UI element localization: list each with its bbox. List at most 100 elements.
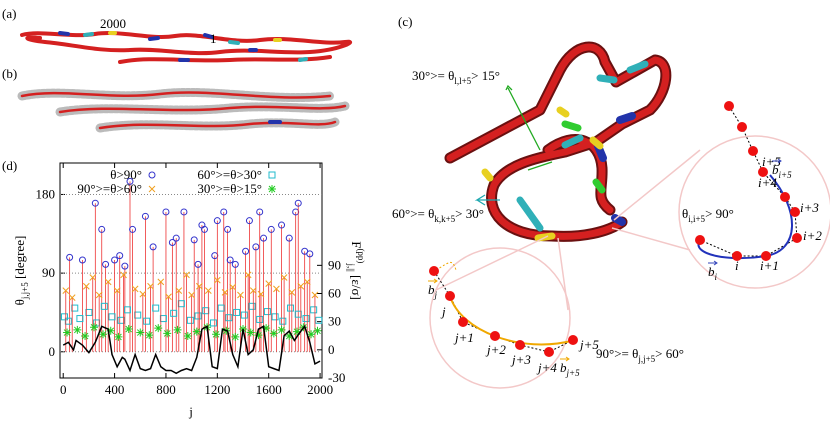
point — [129, 225, 137, 233]
y-tick-label: 180 — [36, 186, 56, 201]
point — [64, 317, 72, 325]
point — [172, 234, 180, 242]
point — [311, 291, 319, 299]
point — [297, 282, 305, 290]
point — [190, 236, 198, 244]
point — [131, 285, 139, 293]
point — [254, 331, 263, 340]
panel-label: (a) — [2, 6, 16, 21]
point — [73, 325, 82, 334]
bead-label: j+3 — [510, 352, 531, 367]
point — [265, 280, 273, 287]
bead-label: j — [440, 304, 446, 319]
text-part: [degree] — [12, 236, 27, 283]
point — [63, 328, 72, 337]
point — [111, 256, 119, 264]
point — [285, 234, 293, 242]
text-part: > 30° — [455, 206, 484, 221]
text-part: i — [715, 272, 718, 282]
text-part: > 90° — [705, 206, 734, 221]
point — [66, 253, 74, 261]
x-axis-label: j — [188, 404, 193, 419]
x-tick-label: 1200 — [204, 382, 230, 397]
point — [78, 256, 86, 264]
point — [288, 288, 296, 296]
vector-arrow — [428, 278, 438, 284]
point — [62, 287, 70, 294]
point — [229, 283, 237, 291]
legend-marker — [148, 171, 156, 179]
point — [245, 217, 253, 225]
point — [95, 291, 103, 299]
annotation-arrows — [474, 84, 553, 206]
text-part: (pp) — [356, 248, 366, 263]
point — [82, 282, 90, 290]
point — [224, 225, 232, 233]
text-part: 60°>= θ — [392, 206, 434, 221]
point — [162, 208, 170, 216]
point — [163, 329, 172, 338]
text-part: b — [772, 162, 779, 177]
text-part: > 15° — [471, 68, 500, 83]
y-tick-label: 0 — [49, 344, 56, 359]
point — [104, 278, 112, 286]
text-part: j+5 — [566, 368, 581, 378]
annotation: θi,i+5> 90° — [682, 206, 734, 224]
annotation: 60°>= θk,k+5> 30° — [392, 206, 484, 224]
text-part: θ — [12, 299, 27, 305]
point — [89, 274, 97, 281]
point — [100, 302, 108, 310]
point — [256, 315, 264, 323]
annotation: 90°>= θj,j+5> 60° — [596, 346, 684, 364]
x-tick-label: 400 — [105, 382, 125, 397]
point — [306, 250, 314, 258]
text-part: j,|| — [346, 262, 356, 272]
point — [278, 221, 286, 229]
text-part: b — [708, 264, 715, 279]
point — [249, 287, 257, 294]
panel-label: (c) — [398, 14, 412, 29]
bead-label: j+1 — [453, 330, 474, 345]
bead-label: i+3 — [800, 200, 819, 215]
point — [183, 271, 190, 279]
plot-frame — [59, 162, 323, 379]
point — [90, 323, 99, 332]
text-part: b — [560, 360, 567, 375]
bead-label: j+5 — [578, 337, 599, 352]
line — [62, 324, 321, 375]
text-part: i+5 — [779, 170, 793, 180]
bead-label: i+2 — [803, 228, 822, 243]
point — [121, 262, 129, 270]
point — [202, 307, 210, 315]
point — [292, 208, 300, 216]
point — [212, 330, 221, 339]
point — [217, 304, 225, 312]
text-part: l,l+5 — [454, 76, 471, 86]
bead-chain-j — [429, 262, 578, 357]
legend-marker — [268, 171, 276, 179]
vector-arrow — [772, 158, 782, 164]
point — [157, 278, 165, 286]
bead-label: i+5 — [762, 154, 781, 169]
point — [136, 328, 145, 337]
point — [192, 327, 201, 336]
point — [273, 285, 280, 293]
point — [154, 324, 163, 333]
point — [123, 306, 131, 314]
bead-label: i+4 — [758, 175, 777, 190]
legend-marker — [148, 185, 156, 193]
vector-arrow — [708, 260, 718, 266]
point — [173, 325, 182, 334]
point — [213, 217, 221, 225]
point — [257, 290, 265, 298]
y2-tick-label: 30 — [328, 314, 341, 329]
point — [310, 306, 318, 314]
y2-tick-label: 0 — [328, 342, 335, 357]
point — [102, 260, 110, 268]
point — [114, 332, 123, 341]
bead-label: i — [735, 258, 739, 273]
panel-label: (b) — [2, 66, 17, 81]
point — [242, 247, 250, 255]
chart-d: 0 400 800 1200 1600 2000 0 90 180 -30 0 30 60 90 j θj,j… — [12, 162, 366, 419]
y-axis-label: θj,j+5 [degree] — [12, 236, 30, 306]
